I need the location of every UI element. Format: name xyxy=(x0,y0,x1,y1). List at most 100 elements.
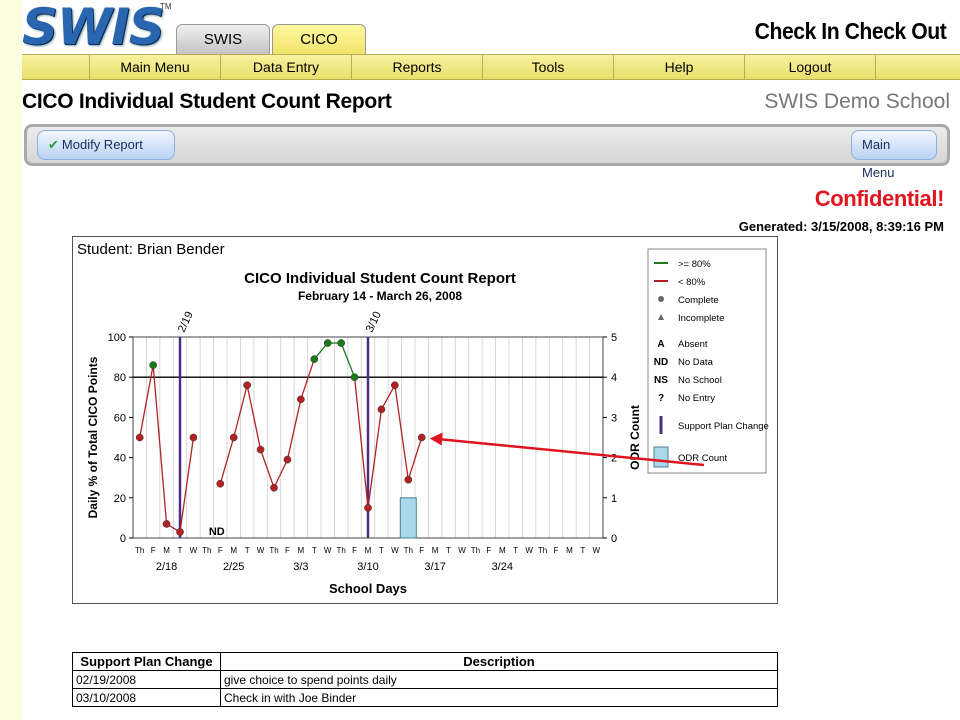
data-point xyxy=(256,445,265,454)
row-description: Check in with Joe Binder xyxy=(220,688,778,707)
series-line-segment xyxy=(219,437,235,484)
series-line-segment xyxy=(259,449,275,488)
x-tick-label: M xyxy=(298,546,305,555)
tab-swis[interactable]: SWIS xyxy=(176,24,270,54)
x-tick-label: Th xyxy=(135,546,144,555)
nav-reports[interactable]: Reports xyxy=(352,55,483,79)
data-point xyxy=(377,405,386,414)
y-tick-label: 80 xyxy=(114,372,126,384)
x-tick-label: Th xyxy=(269,546,278,555)
data-point xyxy=(149,361,157,369)
cico-chart: Student: Brian Bender CICO Individual Stu… xyxy=(72,236,778,604)
series-line-segment xyxy=(179,437,195,533)
x-axis-label: School Days xyxy=(329,581,407,596)
series-line-segment xyxy=(394,385,409,480)
x-tick-label: M xyxy=(432,546,439,555)
y2-tick-label: 2 xyxy=(611,453,617,465)
row-date: 02/19/2008 xyxy=(72,670,221,689)
y2-tick-label: 3 xyxy=(611,412,617,424)
x-tick-label: F xyxy=(419,546,424,555)
legend-label: Incomplete xyxy=(678,313,724,324)
legend-symbol: A xyxy=(657,339,664,350)
series-line-segment xyxy=(286,399,302,460)
nav-data-entry[interactable]: Data Entry xyxy=(221,55,352,79)
x-tick-label: T xyxy=(379,546,384,555)
x-week-label: 2/18 xyxy=(156,561,177,573)
x-tick-label: W xyxy=(257,546,265,555)
nav-main-menu[interactable]: Main Menu xyxy=(90,55,221,79)
table-row: 03/10/2008 Check in with Joe Binder xyxy=(72,688,778,707)
y2-tick-label: 1 xyxy=(611,493,617,505)
y2-tick-label: 5 xyxy=(611,332,617,344)
support-plan-table: Support Plan Change Description 02/19/20… xyxy=(72,652,778,707)
modify-report-label: Modify Report xyxy=(61,137,143,152)
plan-change-label: 2/19 xyxy=(176,310,196,334)
column-header-support-plan-change: Support Plan Change xyxy=(72,652,221,671)
data-point xyxy=(337,339,345,347)
legend-symbol: NS xyxy=(654,375,668,386)
legend-label: Absent xyxy=(678,339,708,350)
modify-report-button[interactable]: ✔ Modify Report xyxy=(37,130,175,160)
column-header-description: Description xyxy=(220,652,778,671)
legend-label: < 80% xyxy=(678,277,706,288)
legend-label: Complete xyxy=(678,295,719,306)
generated-timestamp: Generated: 3/15/2008, 8:39:16 PM xyxy=(738,219,944,234)
data-point xyxy=(176,528,184,536)
data-point xyxy=(350,373,359,382)
series-line-segment xyxy=(273,459,289,489)
x-tick-label: W xyxy=(593,546,601,555)
data-point xyxy=(283,455,292,464)
x-tick-label: M xyxy=(230,546,237,555)
nav-help[interactable]: Help xyxy=(614,55,745,79)
y-tick-label: 20 xyxy=(114,493,126,505)
x-tick-label: F xyxy=(486,546,491,555)
data-point xyxy=(270,483,278,492)
annotation-arrow-line xyxy=(437,437,705,467)
y-tick-label: 0 xyxy=(120,533,126,545)
tab-cico[interactable]: CICO xyxy=(272,24,366,54)
data-point xyxy=(243,381,251,390)
x-tick-label: W xyxy=(324,546,332,555)
series-line-segment xyxy=(152,365,168,524)
nav-spacer xyxy=(22,55,90,79)
legend-odr-swatch xyxy=(653,446,669,468)
x-week-label: 2/25 xyxy=(223,561,244,573)
legend-circle-icon xyxy=(658,296,664,302)
data-point xyxy=(297,395,305,404)
x-tick-label: Th xyxy=(404,546,413,555)
chart-canvas: Student: Brian Bender CICO Individual Stu… xyxy=(77,241,769,596)
legend-label: ODR Count xyxy=(678,453,727,464)
data-point xyxy=(391,381,399,390)
data-point xyxy=(162,520,171,528)
data-point xyxy=(189,433,198,442)
y2-axis-label: ODR Count xyxy=(628,405,642,470)
nav-logout[interactable]: Logout xyxy=(745,55,876,79)
legend-label: No Data xyxy=(678,357,714,368)
y-axis-label: Daily % of Total CICO Points xyxy=(86,356,100,518)
series-line-segment xyxy=(246,385,262,450)
checkmark-icon: ✔ xyxy=(48,137,59,152)
series-line-segment xyxy=(380,384,396,410)
legend-plan-swatch xyxy=(659,416,663,434)
x-tick-label: T xyxy=(312,546,317,555)
x-tick-label: F xyxy=(218,546,223,555)
legend-symbol: ND xyxy=(654,357,668,368)
legend-label: No Entry xyxy=(678,393,715,404)
table-row: 02/19/2008 give choice to spend points d… xyxy=(72,670,778,689)
series-line-segment xyxy=(353,377,369,508)
page-title: CICO Individual Student Count Report xyxy=(22,90,392,113)
nav-tools[interactable]: Tools xyxy=(483,55,614,79)
x-tick-label: T xyxy=(580,546,585,555)
x-tick-label: W xyxy=(190,546,198,555)
plan-change-label: 3/10 xyxy=(364,310,384,334)
row-date: 03/10/2008 xyxy=(72,688,221,707)
y-tick-label: 60 xyxy=(114,412,126,424)
main-menu-button[interactable]: Main Menu xyxy=(851,130,937,180)
row-description: give choice to spend points daily xyxy=(220,670,778,689)
data-point xyxy=(216,479,225,488)
series-line-segment xyxy=(233,385,248,438)
legend-triangle-icon xyxy=(658,314,664,320)
x-tick-label: M xyxy=(566,546,573,555)
x-tick-label: F xyxy=(151,546,156,555)
legend-label: Support Plan Change xyxy=(678,421,769,432)
